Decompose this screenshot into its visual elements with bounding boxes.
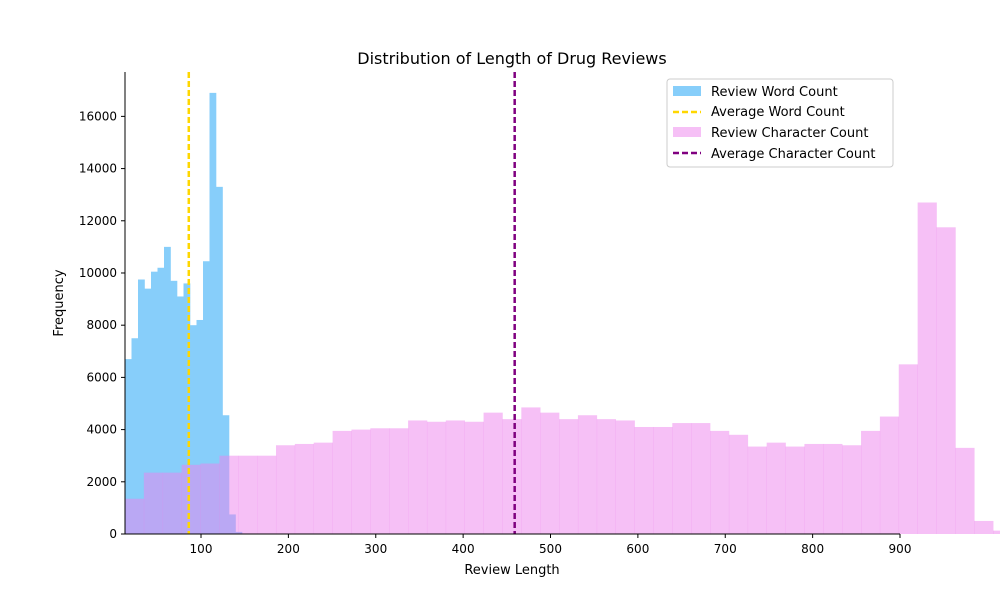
y-tick-label: 0 xyxy=(109,527,117,541)
review-character-count-bar xyxy=(540,412,560,534)
review-character-count-bar xyxy=(559,419,579,534)
legend-label-avg-char-count: Average Character Count xyxy=(711,147,875,162)
review-character-count-bar xyxy=(785,446,805,534)
review-character-count-bar xyxy=(615,420,635,534)
review-character-count-bar xyxy=(577,415,598,534)
x-axis-title: Review Length xyxy=(464,563,559,578)
review-word-count-bar xyxy=(125,359,132,534)
x-tick-label: 400 xyxy=(452,542,475,556)
x-tick-label: 500 xyxy=(539,542,562,556)
y-tick-label: 2000 xyxy=(86,475,117,489)
x-tick-label: 200 xyxy=(277,542,300,556)
review-character-count-bar xyxy=(389,428,409,534)
legend-swatch-char-count xyxy=(673,127,701,137)
y-axis-title: Frequency xyxy=(52,269,67,336)
review-word-count-bar xyxy=(177,296,184,534)
legend-label-char-count: Review Character Count xyxy=(711,126,868,141)
y-tick-label: 14000 xyxy=(79,162,117,176)
x-tick-label: 100 xyxy=(190,542,213,556)
review-word-count-bar xyxy=(131,338,139,534)
y-tick-label: 4000 xyxy=(86,423,117,437)
review-character-count-bar xyxy=(596,419,616,534)
review-word-count-bar xyxy=(216,186,223,534)
review-character-count-bar xyxy=(257,455,277,534)
review-character-count-bar xyxy=(426,421,447,534)
review-character-count-bar xyxy=(804,443,824,534)
legend-label-word-count: Review Word Count xyxy=(711,85,838,100)
review-character-count-bar xyxy=(936,227,956,534)
review-character-count-bar xyxy=(842,445,862,534)
x-tick-label: 900 xyxy=(889,542,912,556)
review-character-count-bar xyxy=(464,421,484,534)
review-character-count-bar xyxy=(313,442,333,534)
review-character-count-bar xyxy=(993,530,1000,534)
review-character-count-bar xyxy=(766,442,786,534)
review-character-count-bar xyxy=(332,430,352,534)
ticks-layer: 100 200 300 400 500 600 700 800 900 0 2000 4000 6000… xyxy=(79,109,912,556)
bars-layer xyxy=(125,92,1000,534)
review-character-count-bar xyxy=(181,464,201,534)
review-character-count-bar xyxy=(294,443,315,534)
review-word-count-bar xyxy=(190,325,197,534)
review-character-count-bar xyxy=(125,498,145,534)
review-character-count-bar xyxy=(483,412,503,534)
review-character-count-bar xyxy=(747,446,767,534)
review-character-count-bar xyxy=(634,426,654,534)
review-word-count-bar xyxy=(138,279,145,534)
y-tick-label: 10000 xyxy=(79,266,117,280)
y-tick-label: 12000 xyxy=(79,214,117,228)
review-character-count-bar xyxy=(408,420,428,534)
review-character-count-bar xyxy=(672,423,692,534)
review-word-count-bar xyxy=(164,246,171,534)
review-word-count-bar xyxy=(170,280,178,534)
review-character-count-bar xyxy=(521,407,541,534)
review-character-count-bar xyxy=(823,443,843,534)
legend-box xyxy=(666,78,894,168)
review-character-count-bar xyxy=(219,455,239,534)
review-character-count-bar xyxy=(710,430,730,534)
legend: Review Word Count Average Word Count Rev… xyxy=(666,78,894,168)
y-tick-label: 6000 xyxy=(86,370,117,384)
review-character-count-bar xyxy=(691,423,711,534)
review-word-count-bar xyxy=(209,92,217,534)
x-tick-label: 800 xyxy=(801,542,824,556)
average-lines-layer xyxy=(187,72,516,534)
review-character-count-bar xyxy=(861,430,881,534)
review-character-count-bar xyxy=(917,202,937,534)
axes-layer xyxy=(124,72,900,535)
x-tick-label: 700 xyxy=(714,542,737,556)
review-word-count-bar xyxy=(151,271,158,534)
review-word-count-bar xyxy=(203,261,210,534)
review-character-count-bar xyxy=(898,364,918,534)
review-character-count-bar xyxy=(502,419,522,534)
review-character-count-bar xyxy=(879,416,900,534)
review-character-count-bar xyxy=(143,472,164,534)
x-tick-label: 300 xyxy=(364,542,387,556)
review-character-count-bar xyxy=(162,472,182,534)
review-word-count-bar xyxy=(196,319,204,534)
review-character-count-bar xyxy=(974,520,994,534)
legend-label-avg-word-count: Average Word Count xyxy=(711,105,845,120)
y-tick-label: 8000 xyxy=(86,318,117,332)
x-tick-label: 600 xyxy=(626,542,649,556)
review-character-count-bar xyxy=(238,455,258,534)
review-character-count-bar xyxy=(200,463,220,534)
review-character-count-bar xyxy=(728,434,749,534)
chart-title: Distribution of Length of Drug Reviews xyxy=(357,49,666,68)
review-character-count-bar xyxy=(370,428,390,534)
review-word-count-bar xyxy=(183,283,191,534)
review-character-count-bar xyxy=(445,420,465,534)
legend-swatch-word-count xyxy=(673,86,701,96)
review-character-count-bar xyxy=(955,447,975,534)
review-word-count-bar xyxy=(157,267,165,534)
review-character-count-bar xyxy=(275,445,296,534)
review-word-count-bar xyxy=(144,288,152,534)
review-character-count-bar xyxy=(653,426,673,534)
review-character-count-bar xyxy=(351,429,371,534)
y-tick-label: 16000 xyxy=(79,109,117,123)
